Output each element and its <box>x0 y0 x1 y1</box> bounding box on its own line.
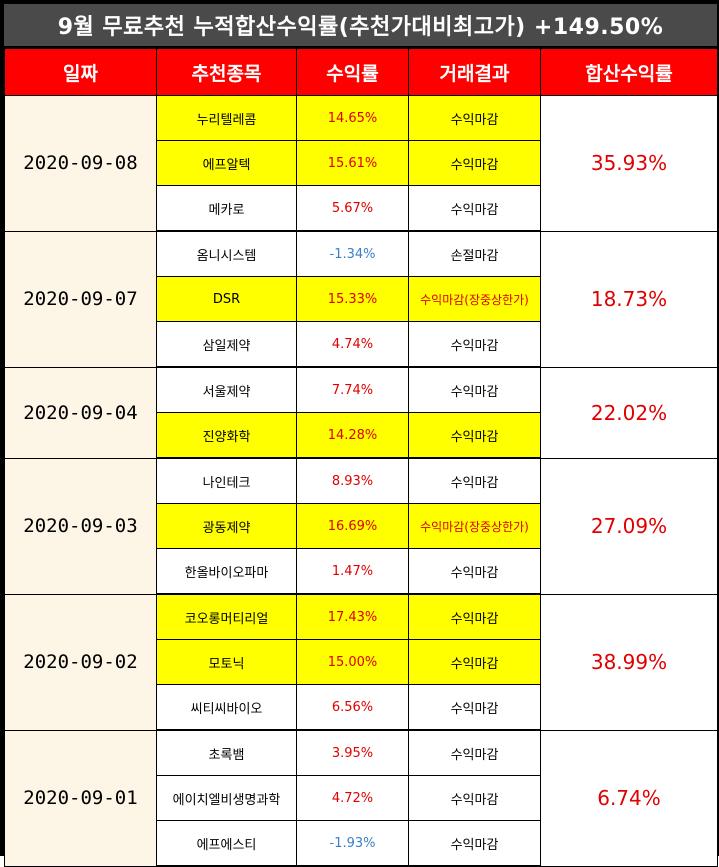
header-stock: 추천종목 <box>156 48 297 96</box>
table-row: 2020-09-03 나인테크 8.93% 수익마감 27.09% <box>4 457 718 595</box>
date-cell: 2020-09-01 <box>4 729 157 867</box>
header-total: 합산수익률 <box>540 48 718 96</box>
total-return-cell: 6.74% <box>540 729 718 867</box>
results-table: 일짜 추천종목 수익률 거래결과 합산수익률 2020-09-08 누리텔레콤 14… <box>4 48 718 867</box>
rate-cell: 16.69% <box>296 503 409 549</box>
rate-cell: 4.72% <box>296 775 409 821</box>
result-cell: 수익마감 <box>408 729 541 776</box>
rate-cell: 6.56% <box>296 684 409 731</box>
table-row: 2020-09-04 서울제약 7.74% 수익마감 22.02% <box>4 366 718 459</box>
stock-name-cell: 모토닉 <box>156 639 297 685</box>
rate-cell: 4.74% <box>296 321 409 368</box>
total-return-cell: 35.93% <box>540 95 718 232</box>
rate-cell: 14.65% <box>296 95 409 141</box>
header-rate: 수익률 <box>296 48 409 96</box>
total-return-cell: 27.09% <box>540 457 718 595</box>
table-row: 삼일제약 4.74% 수익마감 <box>5 321 718 368</box>
rate-cell: -1.93% <box>296 820 409 867</box>
result-cell: 손절마감 <box>408 230 541 277</box>
table-row: 메카로 5.67% 수익마감 <box>5 185 718 232</box>
result-cell: 수익마감(장중상한가) <box>408 276 541 322</box>
stock-name-cell: 삼일제약 <box>156 321 297 368</box>
stock-name-cell: 나인테크 <box>156 457 297 504</box>
date-cell: 2020-09-08 <box>4 95 157 232</box>
table-row: 2020-09-02 코오롱머티리얼 17.43% 수익마감 38.99% <box>4 593 718 731</box>
date-cell: 2020-09-03 <box>4 457 157 595</box>
total-return-cell: 38.99% <box>540 593 718 731</box>
table-row: 진양화학 14.28% 수익마감 <box>5 412 718 459</box>
rate-cell: 1.47% <box>296 548 409 595</box>
stock-name-cell: 옴니시스템 <box>156 230 297 277</box>
header-row: 일짜 추천종목 수익률 거래결과 합산수익률 <box>4 48 718 96</box>
result-cell: 수익마감 <box>408 639 541 685</box>
stock-name-cell: 메카로 <box>156 185 297 232</box>
stock-name-cell: 서울제약 <box>156 366 297 413</box>
stock-name-cell: 진양화학 <box>156 412 297 459</box>
header-result: 거래결과 <box>408 48 541 96</box>
stock-name-cell: 에이치엘비생명과학 <box>156 775 297 821</box>
table-row: 한올바이오파마 1.47% 수익마감 <box>5 548 718 595</box>
rate-cell: 17.43% <box>296 593 409 640</box>
stock-name-cell: 에프알텍 <box>156 140 297 186</box>
stock-name-cell: 광동제약 <box>156 503 297 549</box>
table-row: 에프알텍 15.61% 수익마감 <box>5 140 718 186</box>
rate-cell: 14.28% <box>296 412 409 459</box>
table-row: 광동제약 16.69% 수익마감(장중상한가) <box>5 503 718 549</box>
rate-cell: -1.34% <box>296 230 409 277</box>
rate-cell: 15.33% <box>296 276 409 322</box>
table-row: 2020-09-08 누리텔레콤 14.65% 수익마감 35.93% <box>4 95 718 232</box>
result-cell: 수익마감 <box>408 95 541 141</box>
result-cell: 수익마감 <box>408 321 541 368</box>
rate-cell: 5.67% <box>296 185 409 232</box>
rate-cell: 7.74% <box>296 366 409 413</box>
result-cell: 수익마감 <box>408 548 541 595</box>
result-cell: 수익마감 <box>408 185 541 232</box>
result-cell: 수익마감 <box>408 775 541 821</box>
result-cell: 수익마감 <box>408 684 541 731</box>
table-body: 2020-09-08 누리텔레콤 14.65% 수익마감 35.93% 에프알텍 15.61… <box>4 95 718 867</box>
table-row: 모토닉 15.00% 수익마감 <box>5 639 718 685</box>
stock-name-cell: 초록뱀 <box>156 729 297 776</box>
table-row: 씨티씨바이오 6.56% 수익마감 <box>5 684 718 731</box>
total-return-cell: 22.02% <box>540 366 718 459</box>
table-row: 에이치엘비생명과학 4.72% 수익마감 <box>5 775 718 821</box>
stock-name-cell: 한올바이오파마 <box>156 548 297 595</box>
rate-cell: 15.61% <box>296 140 409 186</box>
rate-cell: 3.95% <box>296 729 409 776</box>
stock-name-cell: 누리텔레콤 <box>156 95 297 141</box>
page-title: 9월 무료추천 누적합산수익률(추천가대비최고가) +149.50% <box>4 4 717 46</box>
result-cell: 수익마감 <box>408 140 541 186</box>
rate-cell: 15.00% <box>296 639 409 685</box>
stock-name-cell: 씨티씨바이오 <box>156 684 297 731</box>
stock-name-cell: DSR <box>156 276 297 322</box>
rate-cell: 8.93% <box>296 457 409 504</box>
total-return-cell: 18.73% <box>540 230 718 368</box>
result-cell: 수익마감 <box>408 366 541 413</box>
header-date: 일짜 <box>4 48 157 96</box>
stock-name-cell: 코오롱머티리얼 <box>156 593 297 640</box>
date-cell: 2020-09-07 <box>4 230 157 368</box>
table-row: 2020-09-07 옴니시스템 -1.34% 손절마감 18.73% <box>4 230 718 368</box>
table-row: DSR 15.33% 수익마감(장중상한가) <box>5 276 718 322</box>
date-cell: 2020-09-02 <box>4 593 157 731</box>
result-cell: 수익마감 <box>408 820 541 867</box>
result-cell: 수익마감 <box>408 457 541 504</box>
stock-name-cell: 에프에스티 <box>156 820 297 867</box>
result-cell: 수익마감(장중상한가) <box>408 503 541 549</box>
table-row: 2020-09-01 초록뱀 3.95% 수익마감 6.74% <box>4 729 718 867</box>
date-cell: 2020-09-04 <box>4 366 157 459</box>
result-cell: 수익마감 <box>408 593 541 640</box>
result-cell: 수익마감 <box>408 412 541 459</box>
